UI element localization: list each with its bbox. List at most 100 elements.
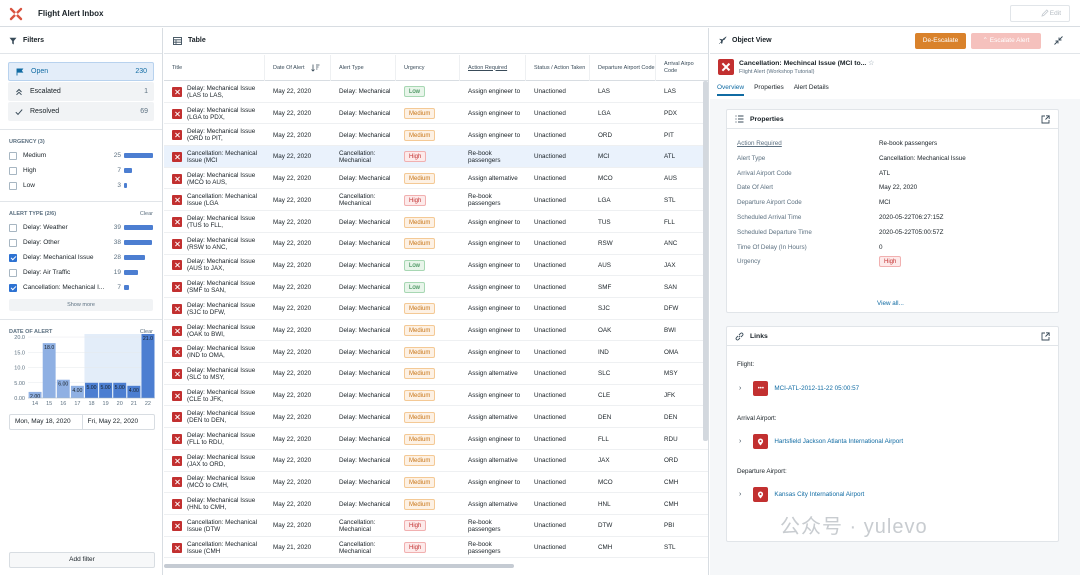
date-bar[interactable] <box>127 385 141 398</box>
date-bar[interactable] <box>141 334 155 398</box>
alert-type-option[interactable]: Delay: Air Traffic 19 <box>9 265 153 280</box>
alert-title[interactable]: Cancellation: Mechanical Issue (DTW <box>187 518 258 533</box>
urgency-option[interactable]: High 7 <box>9 163 153 178</box>
date-from-input[interactable]: Mon, May 18, 2020 <box>15 418 71 425</box>
alert-title[interactable]: Delay: Mechanical Issue (FLL to RDU, <box>187 432 256 447</box>
status-open[interactable]: Open 230 <box>8 62 154 81</box>
urgency-option[interactable]: Low 3 <box>9 178 153 193</box>
table-row[interactable]: Delay: Mechanical Issue (OAK to BWI, May … <box>164 320 708 342</box>
tab-alert-details[interactable]: Alert Details <box>793 84 829 91</box>
checkbox[interactable] <box>9 238 17 247</box>
table-row[interactable]: Delay: Mechanical Issue (MCO to AUS, May … <box>164 168 708 190</box>
table-row[interactable]: Delay: Mechanical Issue (MCO to CMH, May … <box>164 472 708 494</box>
date-bar[interactable] <box>113 382 127 398</box>
departure-airport-link-text[interactable]: Kansas City International Airport <box>774 491 865 498</box>
alert-title[interactable]: Cancellation: Mechanical Issue (MCI <box>187 149 258 164</box>
table-row[interactable]: Cancellation: Mechanical Issue (CMH May 2… <box>164 537 708 559</box>
alert-type-clear-link[interactable]: Clear <box>139 211 153 217</box>
date-bar[interactable] <box>56 379 70 398</box>
date-bar[interactable] <box>99 382 113 398</box>
escalate-alert-button[interactable]: ⌃ Escalate Alert <box>971 33 1041 49</box>
table-row[interactable]: Cancellation: Mechanical Issue (LGA May 2… <box>164 190 708 212</box>
departure-airport-link[interactable]: › Kansas City International Airport <box>739 487 864 502</box>
alert-type-option[interactable]: Cancellation: Mechanical I... 7 <box>9 280 153 295</box>
property-key[interactable]: Action Required <box>737 140 782 147</box>
date-bar[interactable] <box>42 343 56 398</box>
alert-title[interactable]: Delay: Mechanical Issue (IND to OMA, <box>187 345 256 360</box>
alert-title[interactable]: Delay: Mechanical Issue (MCO to CMH, <box>187 475 256 490</box>
date-clear-link[interactable]: Clear <box>139 329 153 335</box>
alert-title[interactable]: Delay: Mechanical Issue (TUS to FLL, <box>187 215 256 230</box>
column-urgency[interactable]: Urgency <box>396 55 460 81</box>
checkbox[interactable] <box>9 166 17 175</box>
show-more-button[interactable]: Show more <box>9 299 153 311</box>
table-row[interactable]: Cancellation: Mechanical Issue (MCI May 2… <box>164 146 708 168</box>
arrival-airport-link[interactable]: › Hartsfield Jackson Atlanta Internation… <box>739 434 903 449</box>
table-row[interactable]: Delay: Mechanical Issue (LAS to LAS, May … <box>164 81 708 103</box>
table-row[interactable]: Delay: Mechanical Issue (SMF to SAN, May … <box>164 276 708 298</box>
sort-descending-icon[interactable] <box>310 64 320 72</box>
app-logo-icon[interactable] <box>8 6 24 22</box>
table-row[interactable]: Delay: Mechanical Issue (AUS to JAX, May … <box>164 255 708 277</box>
flight-link-text[interactable]: MCI-ATL-2012-11-22 05:00:57 <box>774 385 860 392</box>
checkbox[interactable] <box>9 268 17 277</box>
checkbox[interactable] <box>9 181 17 190</box>
view-all-link[interactable]: View all... <box>877 300 904 307</box>
date-bar[interactable] <box>85 382 98 398</box>
alert-title[interactable]: Delay: Mechanical Issue (OAK to BWI, <box>187 323 256 338</box>
alert-title[interactable]: Delay: Mechanical Issue (DEN to DEN, <box>187 410 256 425</box>
column-date-of-alert[interactable]: Date Of Alert <box>265 55 331 81</box>
column-status-action-taken[interactable]: Status / Action Taken <box>526 55 590 81</box>
column-title[interactable]: Title <box>164 55 265 81</box>
status-resolved[interactable]: Resolved 69 <box>8 102 154 121</box>
status-escalated[interactable]: Escalated 1 <box>8 82 154 101</box>
star-icon[interactable]: ☆ <box>868 60 875 67</box>
checkbox[interactable] <box>9 253 17 262</box>
tab-properties[interactable]: Properties <box>754 84 784 91</box>
column-departure-airport-code[interactable]: Departure Airport Code <box>590 55 656 81</box>
table-row[interactable]: Delay: Mechanical Issue (IND to OMA, May … <box>164 341 708 364</box>
alert-title[interactable]: Delay: Mechanical Issue (ORD to PIT, <box>187 128 256 143</box>
de-escalate-button[interactable]: De-Escalate <box>915 33 966 49</box>
chevron-right-icon[interactable]: › <box>739 385 742 392</box>
tab-overview[interactable]: Overview <box>717 84 745 96</box>
alert-title[interactable]: Delay: Mechanical Issue (CLE to JFK, <box>187 388 256 403</box>
table-row[interactable]: Delay: Mechanical Issue (HNL to CMH, May … <box>164 493 708 515</box>
alert-type-option[interactable]: Delay: Other 38 <box>9 235 153 250</box>
checkbox[interactable] <box>9 151 17 160</box>
checkbox[interactable] <box>9 283 17 292</box>
alert-title[interactable]: Delay: Mechanical Issue (SJC to DFW, <box>187 301 256 316</box>
alert-title[interactable]: Cancellation: Mechanical Issue (LGA <box>187 193 258 208</box>
date-to-input[interactable]: Fri, May 22, 2020 <box>81 415 155 429</box>
column-arrival-airport-code[interactable]: Arrival Airpo Code <box>656 55 708 81</box>
urgency-option[interactable]: Medium 25 <box>9 148 153 163</box>
alert-title[interactable]: Cancellation: Mechanical Issue (CMH <box>187 540 258 555</box>
add-filter-button[interactable]: Add filter <box>9 552 155 568</box>
column-action-required[interactable]: Action Required <box>460 55 526 81</box>
open-external-icon[interactable] <box>1041 331 1050 341</box>
open-external-icon[interactable] <box>1041 114 1050 124</box>
checkbox[interactable] <box>9 223 17 232</box>
date-bar[interactable] <box>28 391 42 398</box>
alert-title[interactable]: Delay: Mechanical Issue (MCO to AUS, <box>187 171 256 186</box>
table-row[interactable]: Delay: Mechanical Issue (ORD to PIT, May … <box>164 124 708 147</box>
alert-title[interactable]: Delay: Mechanical Issue (AUS to JAX, <box>187 258 256 273</box>
table-row[interactable]: Delay: Mechanical Issue (JAX to ORD, May … <box>164 450 708 472</box>
table-row[interactable]: Delay: Mechanical Issue (LGA to PDX, May … <box>164 103 708 125</box>
alert-title[interactable]: Delay: Mechanical Issue (JAX to ORD, <box>187 453 256 468</box>
chevron-right-icon[interactable]: › <box>739 491 742 498</box>
column-alert-type[interactable]: Alert Type <box>331 55 396 81</box>
alert-title[interactable]: Delay: Mechanical Issue (RSW to ANC, <box>187 236 256 251</box>
table-row[interactable]: Cancellation: Mechanical Issue (DTW May 2… <box>164 515 708 537</box>
table-row[interactable]: Delay: Mechanical Issue (DEN to DEN, May … <box>164 407 708 429</box>
table-row[interactable]: Delay: Mechanical Issue (TUS to FLL, May … <box>164 211 708 233</box>
arrival-airport-link-text[interactable]: Hartsfield Jackson Atlanta International… <box>774 438 904 445</box>
alert-title[interactable]: Delay: Mechanical Issue (HNL to CMH, <box>187 497 256 512</box>
table-row[interactable]: Delay: Mechanical Issue (RSW to ANC, May … <box>164 233 708 255</box>
edit-button[interactable]: Edit <box>1010 5 1070 22</box>
chevron-right-icon[interactable]: › <box>739 438 742 445</box>
collapse-icon[interactable] <box>1054 36 1063 45</box>
flight-link[interactable]: › ••• MCI-ATL-2012-11-22 05:00:57 <box>739 381 859 396</box>
table-row[interactable]: Delay: Mechanical Issue (SJC to DFW, May … <box>164 298 708 320</box>
